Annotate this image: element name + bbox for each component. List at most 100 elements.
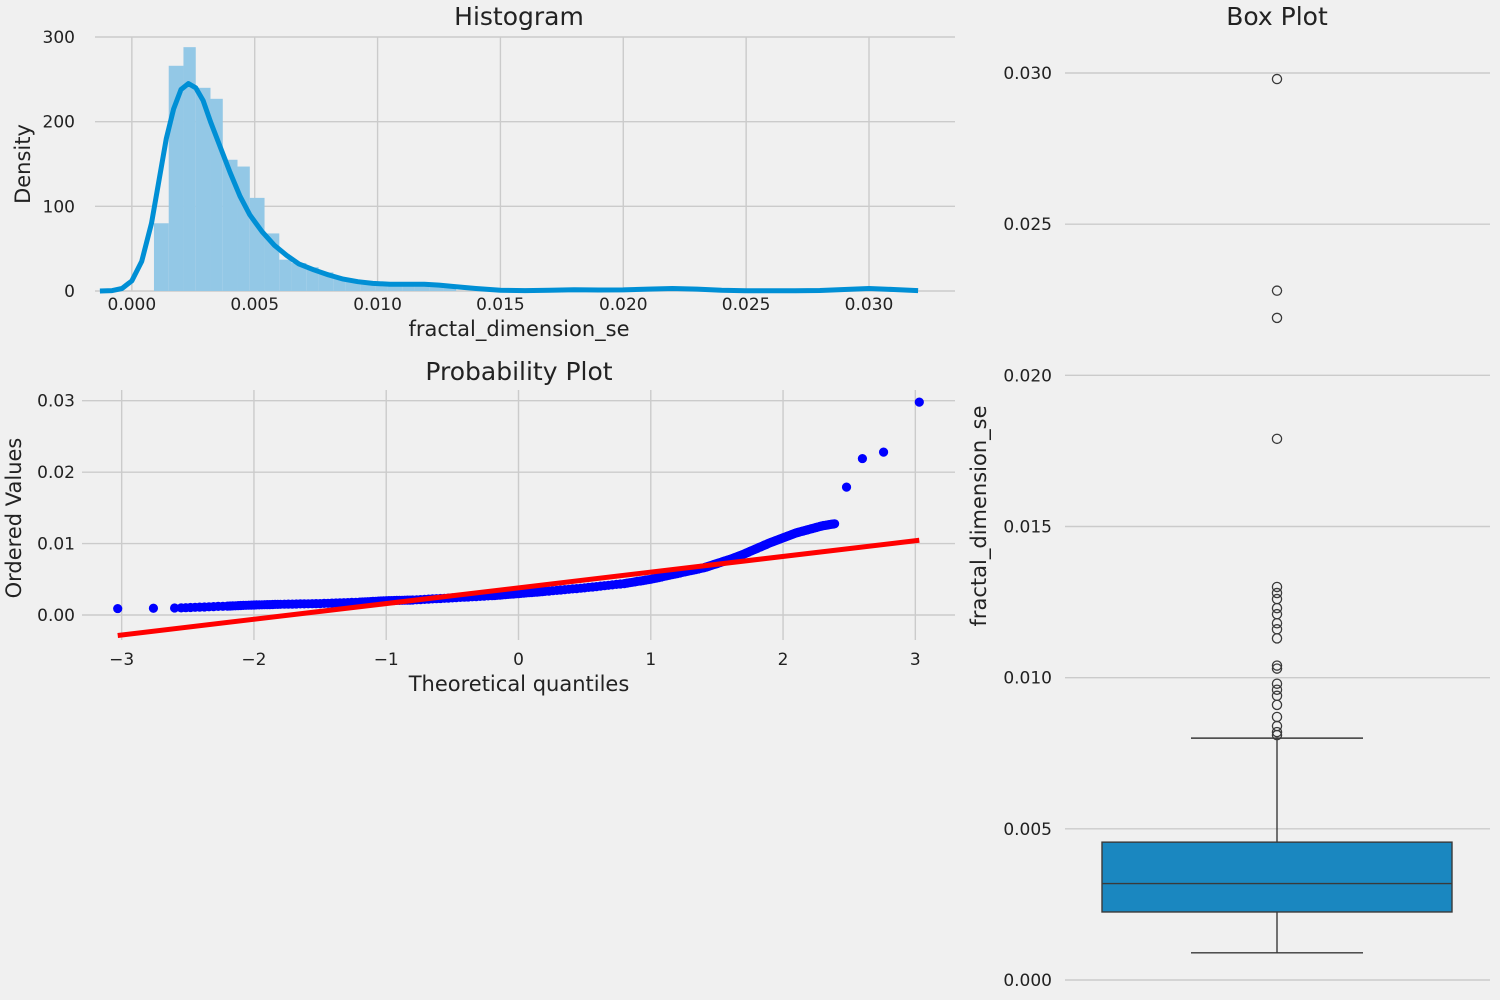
histogram-bar: [443, 287, 457, 291]
histogram-y-tick-label: 200: [43, 113, 75, 133]
probability-plot-grid: [82, 390, 955, 640]
box-plot-title: Box Plot: [1226, 2, 1328, 31]
box-outlier-point: [1271, 617, 1283, 629]
probability-point: [169, 603, 180, 613]
histogram-x-tick-label: 0.010: [353, 295, 402, 315]
histogram-x-tick-label: 0.005: [230, 295, 279, 315]
probability-plot-y-ticks: 0.00 0.01 0.02 0.03: [37, 392, 75, 626]
probability-y-tick-label: 0.03: [37, 392, 75, 412]
box-plot-y-label: fractal_dimension_se: [967, 405, 992, 626]
probability-x-tick-label: −2: [241, 650, 266, 670]
histogram-panel: Histogram 0.000 0.005 0.010 0.015 0.020 0.025…: [11, 2, 955, 342]
histogram-y-tick-label: 300: [43, 28, 75, 48]
box-plot-y-tick-label: 0.005: [1003, 820, 1052, 840]
box-outlier-point: [1271, 690, 1283, 702]
box-plot-grid: [1065, 72, 1490, 981]
box-outlier-point: [1271, 608, 1283, 620]
histogram-bar: [414, 283, 430, 291]
histogram-bar: [183, 47, 196, 291]
box-plot-outliers: [1271, 73, 1283, 741]
probability-x-tick-label: −1: [374, 650, 399, 670]
probability-plot-x-ticks: −3 −2 −1 0 1 2 3: [109, 650, 921, 670]
box-outlier-point: [1271, 312, 1283, 324]
box-outlier-point: [1271, 433, 1283, 445]
histogram-x-tick-label: 0.030: [845, 295, 894, 315]
probability-y-tick-label: 0.01: [37, 535, 75, 555]
box-outlier-point: [1271, 663, 1283, 674]
probability-point: [148, 603, 159, 613]
box-plot-y-tick-label: 0.015: [1003, 518, 1052, 538]
histogram-x-tick-label: 0.000: [108, 295, 157, 315]
probability-x-tick-label: −3: [109, 650, 134, 670]
probability-x-tick-label: 3: [910, 650, 921, 670]
box-outlier-point: [1271, 726, 1283, 738]
box-outlier-point: [1271, 660, 1283, 671]
histogram-x-ticks: 0.000 0.005 0.010 0.015 0.020 0.025 0.030: [108, 295, 894, 315]
histogram-x-tick-label: 0.015: [476, 295, 525, 315]
histogram-bar: [153, 223, 169, 291]
histogram-bar: [249, 197, 265, 291]
histogram-bar: [306, 267, 319, 291]
box-iqr: [1101, 841, 1453, 913]
histogram-kde-line: [99, 81, 919, 294]
box-plot-y-tick-label: 0.000: [1003, 971, 1052, 991]
box-outlier-point: [1271, 684, 1283, 696]
box-outlier-point: [1271, 73, 1283, 85]
box-outlier-point: [1271, 285, 1283, 296]
histogram-bar: [291, 263, 307, 291]
histogram-bar: [195, 87, 211, 291]
histogram-bar: [402, 284, 415, 291]
histogram-y-label: Density: [11, 124, 35, 204]
box-outlier-point: [1271, 633, 1283, 644]
box-outlier-point: [1271, 699, 1283, 711]
probability-plot-title: Probability Plot: [425, 357, 612, 386]
histogram-x-label: fractal_dimension_se: [408, 317, 629, 342]
box-plot-y-tick-label: 0.030: [1003, 64, 1052, 84]
box-plot-y-tick-label: 0.010: [1003, 669, 1052, 689]
histogram-y-tick-label: 100: [43, 197, 75, 217]
probability-point: [113, 603, 123, 614]
histogram-bar: [345, 280, 361, 291]
box-outlier-point: [1271, 729, 1283, 741]
box-outlier-point: [1271, 581, 1283, 593]
box-outlier-point: [1271, 593, 1283, 605]
histogram-bar: [279, 259, 292, 291]
probability-plot-y-label: Ordered Values: [2, 438, 26, 599]
histogram-bar: [375, 284, 388, 291]
histogram-title: Histogram: [454, 2, 584, 31]
box-plot-y-tick-label: 0.025: [1003, 215, 1052, 235]
histogram-bar: [387, 285, 403, 291]
box-plot-box: [1101, 737, 1453, 954]
box-outlier-point: [1271, 587, 1283, 599]
box-outlier-point: [1271, 711, 1283, 723]
probability-y-tick-label: 0.00: [37, 606, 75, 626]
histogram-x-tick-label: 0.020: [599, 295, 648, 315]
histogram-bar: [237, 166, 250, 291]
probability-x-tick-label: 0: [513, 650, 524, 670]
probability-plot-panel: Probability Plot −3 −2 −1 0 1 2 3 0.00 0.01 0.02…: [2, 357, 955, 696]
histogram-y-ticks: 0 100 200 300: [43, 28, 75, 302]
box-outlier-point: [1271, 624, 1283, 635]
probability-point: [878, 447, 889, 457]
histogram-y-tick-label: 0: [64, 282, 75, 302]
histogram-bars: [153, 47, 869, 291]
box-plot-y-ticks: 0.000 0.005 0.010 0.015 0.020 0.025 0.030: [1003, 64, 1052, 991]
histogram-x-tick-label: 0.025: [722, 295, 771, 315]
histogram-grid: [95, 36, 955, 292]
probability-plot-fit-line: [117, 537, 920, 638]
probability-y-tick-label: 0.02: [37, 463, 75, 483]
probability-point: [857, 453, 868, 464]
probability-point: [914, 397, 924, 407]
box-outlier-point: [1271, 678, 1283, 689]
probability-x-tick-label: 2: [778, 650, 789, 670]
probability-x-tick-label: 1: [645, 650, 656, 670]
probability-point: [841, 482, 852, 492]
probability-point: [830, 519, 840, 529]
probability-plot-x-label: Theoretical quantiles: [408, 672, 630, 696]
box-plot-y-tick-label: 0.020: [1003, 366, 1052, 386]
box-plot-panel: Box Plot 0.0000.0050.0100.0150.0200.0250…: [967, 2, 1490, 991]
box-outlier-point: [1271, 602, 1283, 614]
histogram-bar: [360, 282, 376, 291]
histogram-bar: [222, 159, 238, 291]
